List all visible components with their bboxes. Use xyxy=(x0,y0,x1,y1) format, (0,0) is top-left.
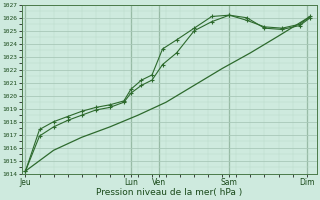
X-axis label: Pression niveau de la mer( hPa ): Pression niveau de la mer( hPa ) xyxy=(96,188,243,197)
